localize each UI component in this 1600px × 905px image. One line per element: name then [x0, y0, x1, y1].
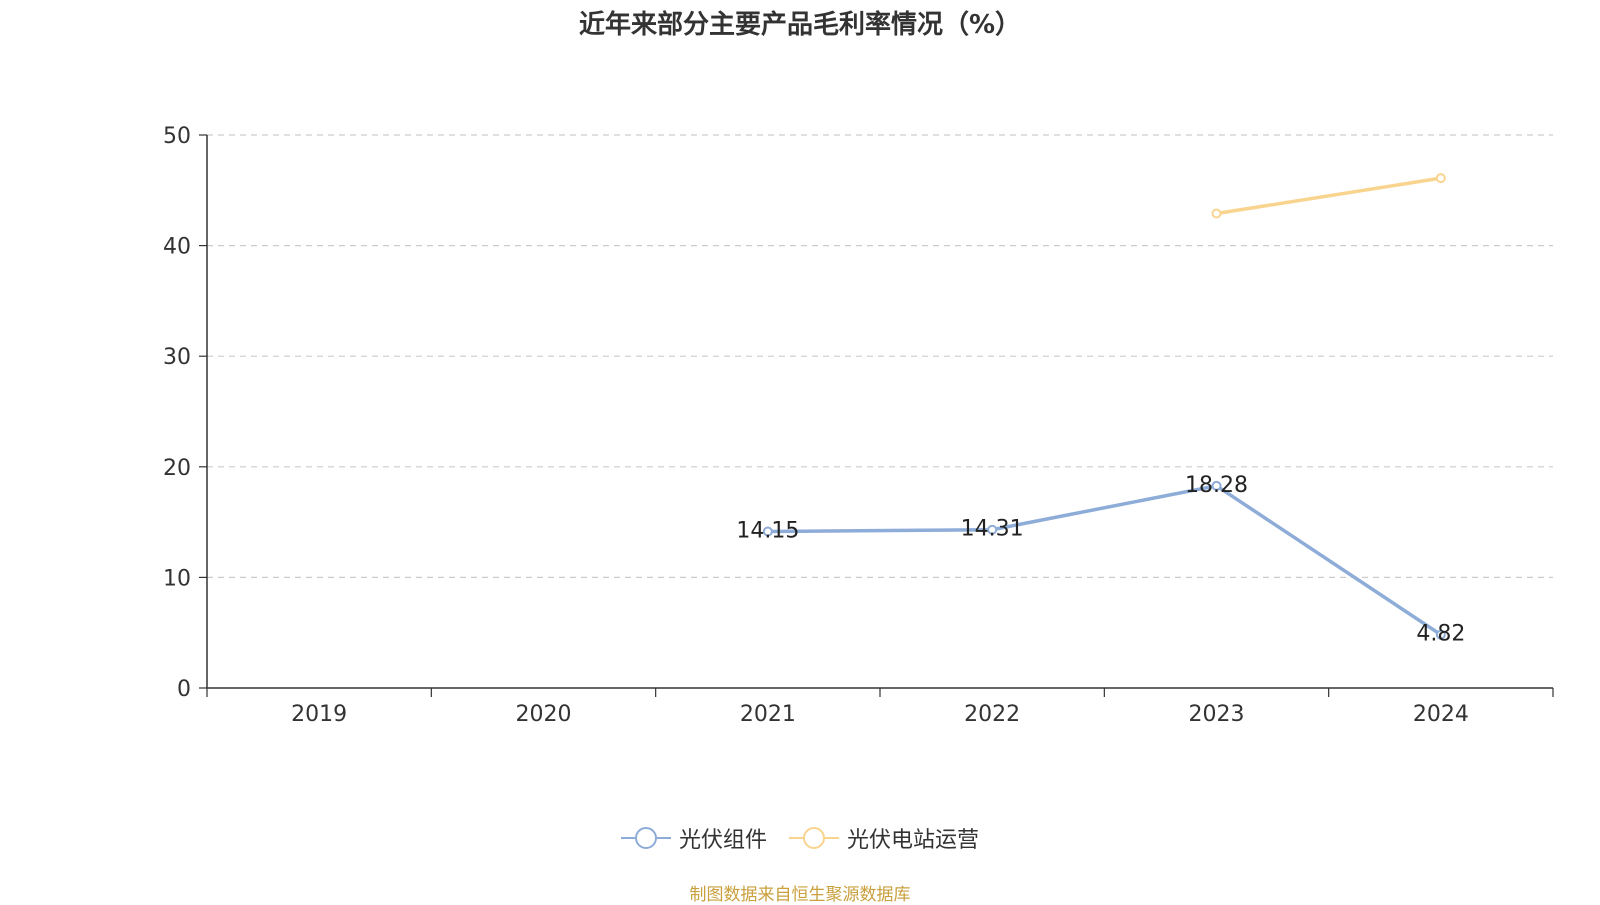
- y-tick-label-50: 50: [163, 124, 191, 149]
- data-label-series-0-2022: 14.31: [961, 517, 1024, 542]
- point-series-0-2021: [762, 526, 773, 537]
- legend-marker-series-1: [789, 827, 839, 849]
- point-series-0-2023: [1211, 480, 1222, 491]
- y-tick-label-40: 40: [163, 235, 191, 260]
- x-tick-label-2022: 2022: [964, 702, 1020, 727]
- data-label-series-0-2023: 18.28: [1185, 473, 1248, 498]
- x-tick-label-2020: 2020: [516, 702, 572, 727]
- x-tick-label-2021: 2021: [740, 702, 796, 727]
- legend: 光伏组件 光伏电站运营: [0, 822, 1600, 854]
- legend-label-series-0: 光伏组件: [678, 828, 767, 853]
- legend-item-series-0[interactable]: 光伏组件: [620, 822, 767, 854]
- y-tick-label-20: 20: [163, 456, 191, 481]
- point-series-1-2023: [1211, 208, 1222, 219]
- series-line-0: [767, 484, 1442, 637]
- data-label-series-0-2021: 14.15: [736, 519, 799, 544]
- point-series-0-2024: [1435, 629, 1446, 640]
- x-tick-label-2019: 2019: [291, 702, 347, 727]
- legend-label-series-1: 光伏电站运营: [847, 828, 980, 853]
- x-tick-label-2023: 2023: [1189, 702, 1245, 727]
- y-tick-label-10: 10: [163, 566, 191, 591]
- series-line-1: [1216, 176, 1442, 216]
- y-tick-label-30: 30: [163, 345, 191, 370]
- x-tick-label-2024: 2024: [1413, 702, 1469, 727]
- data-label-series-0-2024: 4.82: [1416, 622, 1465, 647]
- source-note: 制图数据来自恒生聚源数据库: [689, 885, 911, 905]
- legend-item-series-1[interactable]: 光伏电站运营: [789, 822, 979, 854]
- point-series-1-2024: [1435, 173, 1446, 184]
- y-tick-label-0: 0: [177, 677, 191, 702]
- chart-title: 近年来部分主要产品毛利率情况（%）: [578, 10, 1022, 40]
- legend-marker-series-0: [620, 827, 671, 849]
- point-series-0-2022: [987, 524, 998, 535]
